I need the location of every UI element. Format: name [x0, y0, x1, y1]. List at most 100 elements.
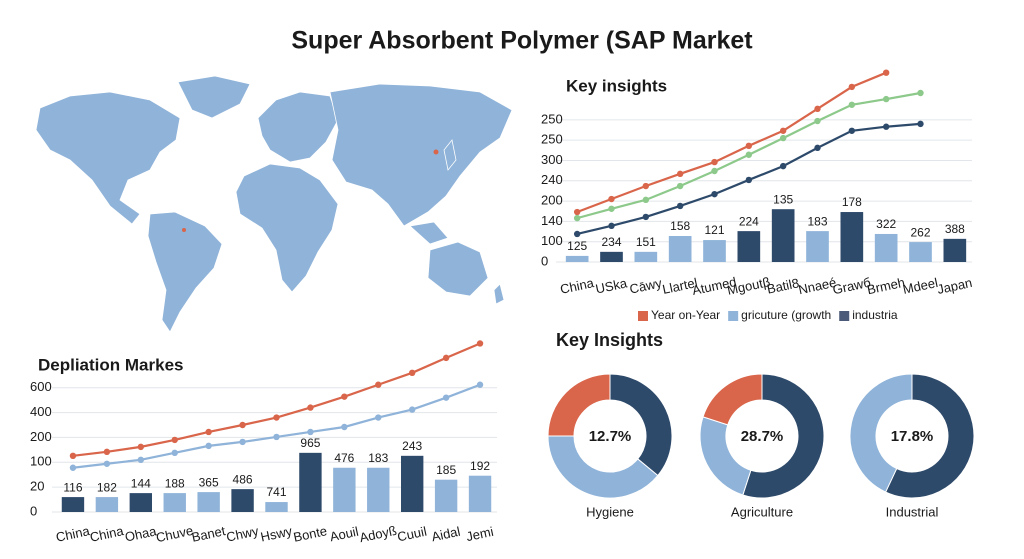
bar-annotation: 234 — [601, 235, 621, 249]
line-point — [103, 448, 111, 456]
y-tick-label: 200 — [541, 193, 563, 208]
line-point — [69, 452, 77, 460]
line-series — [576, 71, 887, 214]
line-point — [745, 142, 753, 150]
bar — [61, 497, 85, 512]
bar — [909, 242, 932, 262]
donut-label: Hygiene — [586, 504, 634, 519]
line-point — [608, 195, 615, 203]
bar — [163, 493, 186, 512]
bar-annotation: 125 — [567, 239, 587, 253]
line-point — [408, 406, 416, 413]
bar-annotation: 183 — [368, 451, 388, 465]
line-point — [642, 182, 650, 190]
donut-segment — [547, 373, 611, 437]
line-point — [69, 464, 77, 471]
donut-center-label: 17.8% — [891, 428, 934, 445]
line-point — [779, 127, 787, 134]
line-point — [814, 144, 821, 152]
line-point — [476, 340, 484, 347]
line-point — [137, 456, 145, 463]
bar — [806, 231, 829, 262]
chart-title: Depliation Markes — [38, 355, 184, 374]
bar-annotation: 476 — [334, 451, 354, 465]
x-tick-label: Cuuil — [396, 524, 428, 545]
donut-segment — [849, 373, 913, 493]
world-map — [35, 75, 513, 333]
bar — [668, 236, 692, 262]
bar — [197, 492, 220, 512]
bar-annotation: 144 — [131, 476, 151, 490]
legend-swatch — [728, 311, 739, 321]
line-point — [814, 117, 821, 125]
donut-segment — [547, 435, 659, 499]
x-tick-label: Chwy — [225, 523, 260, 545]
bar-annotation: 741 — [266, 485, 286, 499]
x-tick-label: Japan — [936, 275, 974, 297]
donut-center-label: 12.7% — [589, 428, 632, 445]
x-tick-label: Hswy — [259, 523, 294, 544]
x-tick-label: Chuve — [155, 523, 195, 545]
x-tick-label: Ohaa — [123, 523, 158, 544]
y-tick-label: 250 — [541, 111, 563, 126]
x-tick-label: Cāwy — [628, 275, 663, 297]
line-point — [341, 393, 348, 400]
line-point — [676, 182, 684, 190]
bar-annotation: 121 — [704, 223, 724, 237]
legend-swatch — [638, 311, 648, 321]
line-point — [642, 213, 650, 221]
bar-annotation: 185 — [436, 463, 456, 477]
bar — [333, 467, 356, 512]
line-point — [375, 381, 382, 388]
page-title: Super Absorbent Polymer (SAP Market — [291, 27, 753, 55]
line-point — [573, 214, 581, 222]
bar-annotation: 188 — [165, 476, 185, 490]
bar — [299, 452, 322, 512]
donut-segment — [609, 373, 673, 477]
legend-label: gricuture (growth — [741, 308, 831, 322]
line-point — [711, 158, 718, 166]
line-point — [882, 95, 890, 103]
line-point — [103, 460, 111, 467]
bar — [565, 255, 589, 262]
x-tick-label: Jemi — [465, 524, 495, 544]
bar — [129, 493, 153, 512]
chart-title: Key Insights — [556, 330, 663, 350]
x-tick-label: Aidal — [430, 524, 462, 545]
bar-annotation: 151 — [636, 235, 656, 249]
line-point — [573, 208, 581, 216]
bar-annotation: 365 — [199, 475, 219, 489]
line-point — [239, 421, 246, 429]
line-point — [137, 443, 145, 451]
line-point — [882, 123, 890, 130]
line-point — [711, 190, 718, 198]
bar — [434, 479, 458, 512]
line-point — [476, 381, 484, 388]
bar-annotation: 224 — [739, 214, 759, 228]
x-tick-label: Banet — [190, 523, 227, 545]
y-tick-label: 240 — [541, 172, 563, 187]
line-point — [171, 436, 178, 444]
legend-label: industria — [852, 308, 898, 322]
bar — [874, 233, 898, 262]
bar — [265, 502, 288, 512]
x-tick-label: Brmeh — [866, 275, 907, 298]
line-point — [442, 394, 450, 401]
x-tick-label: USka — [594, 275, 629, 296]
x-tick-label: China — [88, 523, 125, 545]
y-tick-label: 20 — [30, 479, 44, 494]
y-tick-label: 0 — [30, 503, 37, 518]
line-point — [848, 101, 856, 108]
legend-swatch — [839, 311, 850, 321]
donut-segment — [702, 373, 763, 426]
line-point — [307, 428, 314, 436]
bar-annotation: 182 — [97, 480, 117, 494]
y-tick-label: 300 — [541, 152, 563, 167]
line-point — [882, 69, 890, 76]
line-series — [72, 383, 481, 469]
donut-center-label: 28.7% — [741, 428, 784, 445]
bar-annotation: 135 — [773, 192, 793, 206]
donut-label: Industrial — [886, 504, 939, 519]
line-point — [205, 442, 212, 450]
bar-annotation: 116 — [63, 480, 82, 494]
